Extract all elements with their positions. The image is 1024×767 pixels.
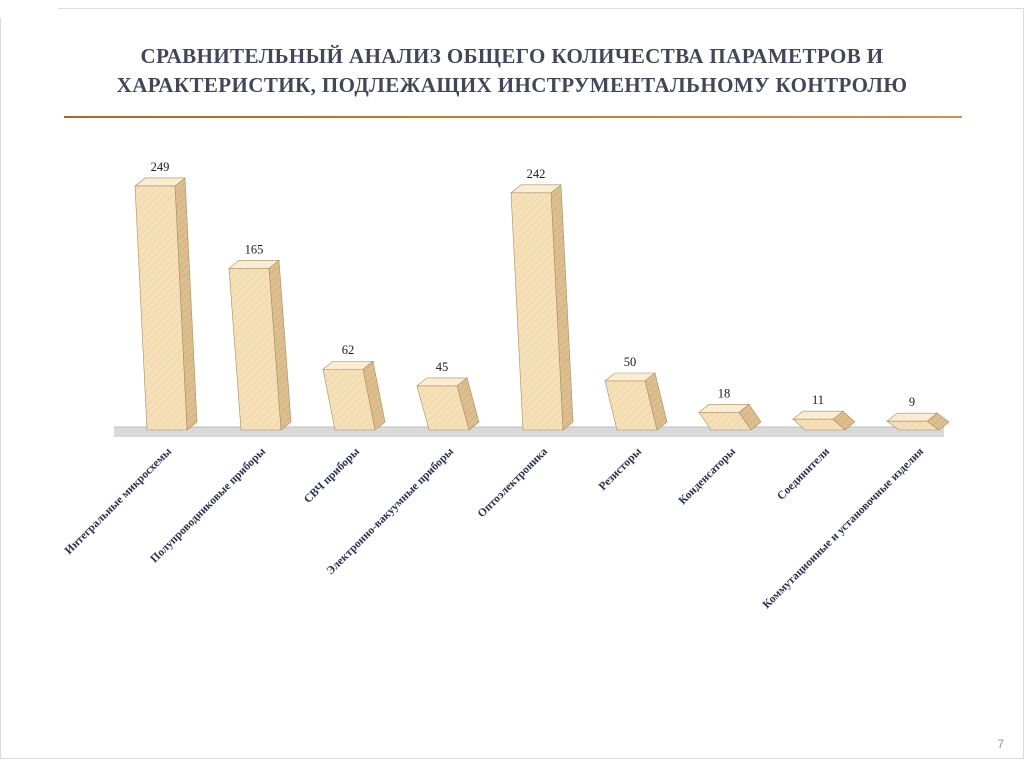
- bar-category-label: Оптоэлектроника: [476, 445, 551, 520]
- bar-category-label: Соединители: [775, 445, 832, 502]
- bar-front-face: [416, 385, 470, 431]
- bar-value-label: 18: [718, 386, 731, 400]
- bar-front-face: [510, 192, 564, 431]
- bar-group: 11 Соединители: [775, 393, 856, 503]
- bar-value-label: 165: [245, 242, 264, 256]
- bar-category-label: Коммутационные и установочные изделия: [761, 446, 926, 611]
- bar-value-label: 242: [527, 167, 546, 181]
- bar-value-label: 62: [342, 343, 355, 357]
- bar-group: 50 Резисторы: [597, 355, 668, 493]
- bar-group: 62 СВЧ приборы: [302, 343, 386, 506]
- bar-category-label: Интегральные микросхемы: [63, 446, 174, 557]
- bar-group: 18 Конденсаторы: [677, 386, 762, 508]
- slide-title-line-2: ХАРАКТЕРИСТИК, ПОДЛЕЖАЩИХ ИНСТРУМЕНТАЛЬН…: [116, 73, 908, 98]
- bar-front-face: [322, 368, 376, 431]
- bar-front-face: [792, 418, 846, 431]
- bar-category-label: Конденсаторы: [677, 446, 739, 508]
- bar-front-face: [134, 185, 188, 431]
- bar-value-label: 9: [909, 395, 915, 409]
- bar-value-label: 45: [436, 360, 449, 374]
- bar-category-label: СВЧ приборы: [302, 446, 362, 506]
- bar-front-face: [886, 420, 940, 431]
- bar-front-face: [604, 380, 658, 431]
- bar-front-face: [228, 267, 282, 431]
- bar-value-label: 11: [812, 393, 824, 407]
- slide-title-line-1: СРАВНИТЕЛЬНЫЙ АНАЛИЗ ОБЩЕГО КОЛИЧЕСТВА П…: [140, 44, 884, 68]
- bar-front-face: [698, 412, 752, 431]
- slide-title: СРАВНИТЕЛЬНЫЙ АНАЛИЗ ОБЩЕГО КОЛИЧЕСТВА П…: [0, 42, 1024, 101]
- title-underline: [64, 116, 962, 118]
- bar-group: 249 Интегральные микросхемы: [63, 160, 198, 557]
- bar-value-label: 50: [624, 355, 637, 369]
- bar-value-label: 249: [151, 160, 170, 174]
- chart-floor: [114, 427, 944, 437]
- page-number: 7: [997, 737, 1004, 751]
- bar-category-label: Полупроводниковые приборы: [148, 446, 268, 566]
- bar-category-label: Резисторы: [597, 446, 644, 493]
- slide-border-notch: [0, 0, 58, 18]
- bar-group: 242 Оптоэлектроника: [476, 167, 574, 520]
